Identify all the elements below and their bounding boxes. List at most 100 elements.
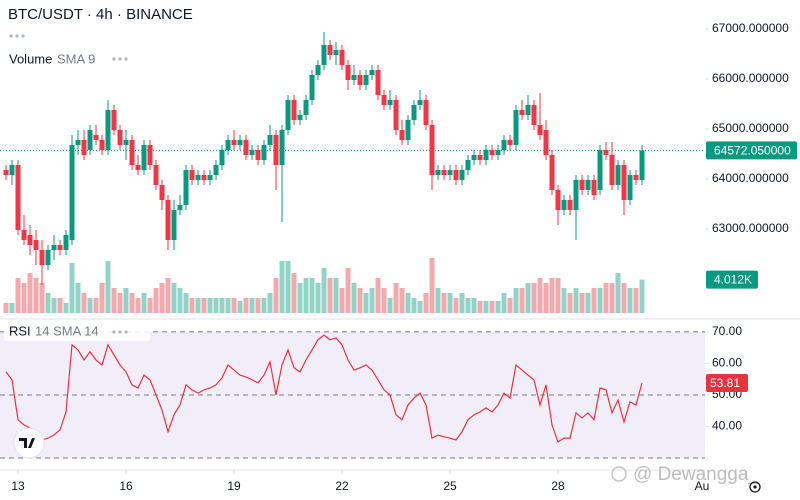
volume-bar	[405, 293, 411, 313]
candle-body	[585, 180, 591, 190]
candle-body	[303, 100, 309, 115]
volume-bar	[27, 273, 33, 313]
menu-dots[interactable]	[112, 330, 128, 334]
volume-bar	[453, 298, 459, 313]
volume-bar	[621, 283, 627, 313]
volume-bar	[99, 283, 105, 313]
candle-body	[117, 130, 123, 145]
chart-title: BTC/USDT · 4h · BINANCE	[8, 6, 193, 23]
candle-body	[159, 185, 165, 200]
candle-body	[225, 140, 231, 150]
volume-bar	[495, 301, 501, 313]
candle-body	[513, 110, 519, 145]
volume-bar	[237, 301, 243, 313]
candle-body	[279, 130, 285, 165]
volume-bar	[75, 283, 81, 313]
candle-body	[249, 150, 255, 155]
candle-body	[357, 75, 363, 85]
candle-body	[399, 130, 405, 140]
candle-body	[471, 155, 477, 160]
candle-body	[3, 170, 9, 175]
candle-body	[297, 115, 303, 120]
background-layer	[0, 28, 800, 474]
volume-bar	[243, 298, 249, 313]
volume-bar	[399, 288, 405, 313]
volume-bar	[195, 298, 201, 313]
volume-bar	[303, 278, 309, 313]
volume-bar	[375, 278, 381, 313]
candle-body	[411, 105, 417, 120]
price-label: 64572.050000	[714, 144, 791, 158]
volume-bar	[111, 288, 117, 313]
rsi-title: RSI	[9, 323, 31, 338]
volume-bar	[225, 298, 231, 313]
volume-bar	[489, 301, 495, 313]
volume-bar	[525, 283, 531, 313]
candle-body	[291, 100, 297, 120]
volume-bar	[231, 298, 237, 313]
candle-body	[447, 170, 453, 175]
candle-body	[531, 105, 537, 125]
volume-bar	[543, 283, 549, 313]
volume-bar	[165, 278, 171, 313]
candle-body	[261, 145, 267, 160]
candle-body	[459, 170, 465, 180]
logo[interactable]	[13, 427, 45, 459]
x-tick-label: 22	[335, 479, 349, 493]
volume-bar	[21, 283, 27, 313]
candle-body	[81, 140, 87, 155]
volume-bar	[609, 283, 615, 313]
volume-bar	[321, 268, 327, 313]
volume-bar	[207, 298, 213, 313]
volume-subtitle: SMA 9	[57, 51, 95, 66]
candle-body	[39, 250, 45, 265]
candle-body	[285, 100, 291, 130]
settings-icon[interactable]	[749, 481, 761, 493]
candle-body	[315, 65, 321, 75]
volume-bar	[441, 293, 447, 313]
candle-body	[135, 165, 141, 170]
candle-body	[603, 150, 609, 155]
candle-body	[171, 210, 177, 240]
volume-bar	[45, 293, 51, 313]
volume-bar	[255, 298, 261, 313]
y-tick-label: 64000.000000	[712, 171, 789, 185]
candle-body	[393, 100, 399, 130]
volume-bar	[333, 278, 339, 313]
candle-body	[147, 145, 153, 165]
candle-body	[9, 165, 15, 175]
candle-body	[465, 160, 471, 170]
candle-body	[111, 110, 117, 130]
candle-body	[627, 175, 633, 200]
candle-body	[57, 245, 63, 250]
candle-body	[339, 50, 345, 65]
volume-bar	[141, 293, 147, 313]
y-tick-label: 40.00	[712, 419, 742, 433]
x-tick-label: 16	[119, 479, 133, 493]
volume-bar	[285, 261, 291, 313]
volume-bar	[39, 283, 45, 313]
candle-body	[405, 120, 411, 140]
volume-bar	[429, 258, 435, 313]
candle-body	[501, 140, 507, 150]
x-tick-label: 19	[227, 479, 241, 493]
volume-bar	[597, 288, 603, 313]
volume-bar	[351, 283, 357, 313]
volume-bar	[507, 298, 513, 313]
candle-body	[507, 140, 513, 145]
volume-bar	[69, 263, 75, 313]
candle-body	[435, 170, 441, 175]
candle-body	[255, 150, 261, 160]
overlay-layer: BTC/USDT · 4h · BINANCE Volume SMA 9 RSI…	[4, 6, 797, 493]
volume-bar	[297, 283, 303, 313]
volume-value-label: 4.012K	[714, 273, 752, 287]
menu-dots[interactable]	[112, 57, 128, 61]
candle-body	[573, 180, 579, 210]
candle-body	[609, 155, 615, 185]
volume-bar	[369, 288, 375, 313]
candle-body	[33, 240, 39, 250]
volume-bar	[147, 298, 153, 313]
candle-body	[327, 45, 333, 55]
menu-dots[interactable]	[9, 34, 25, 38]
